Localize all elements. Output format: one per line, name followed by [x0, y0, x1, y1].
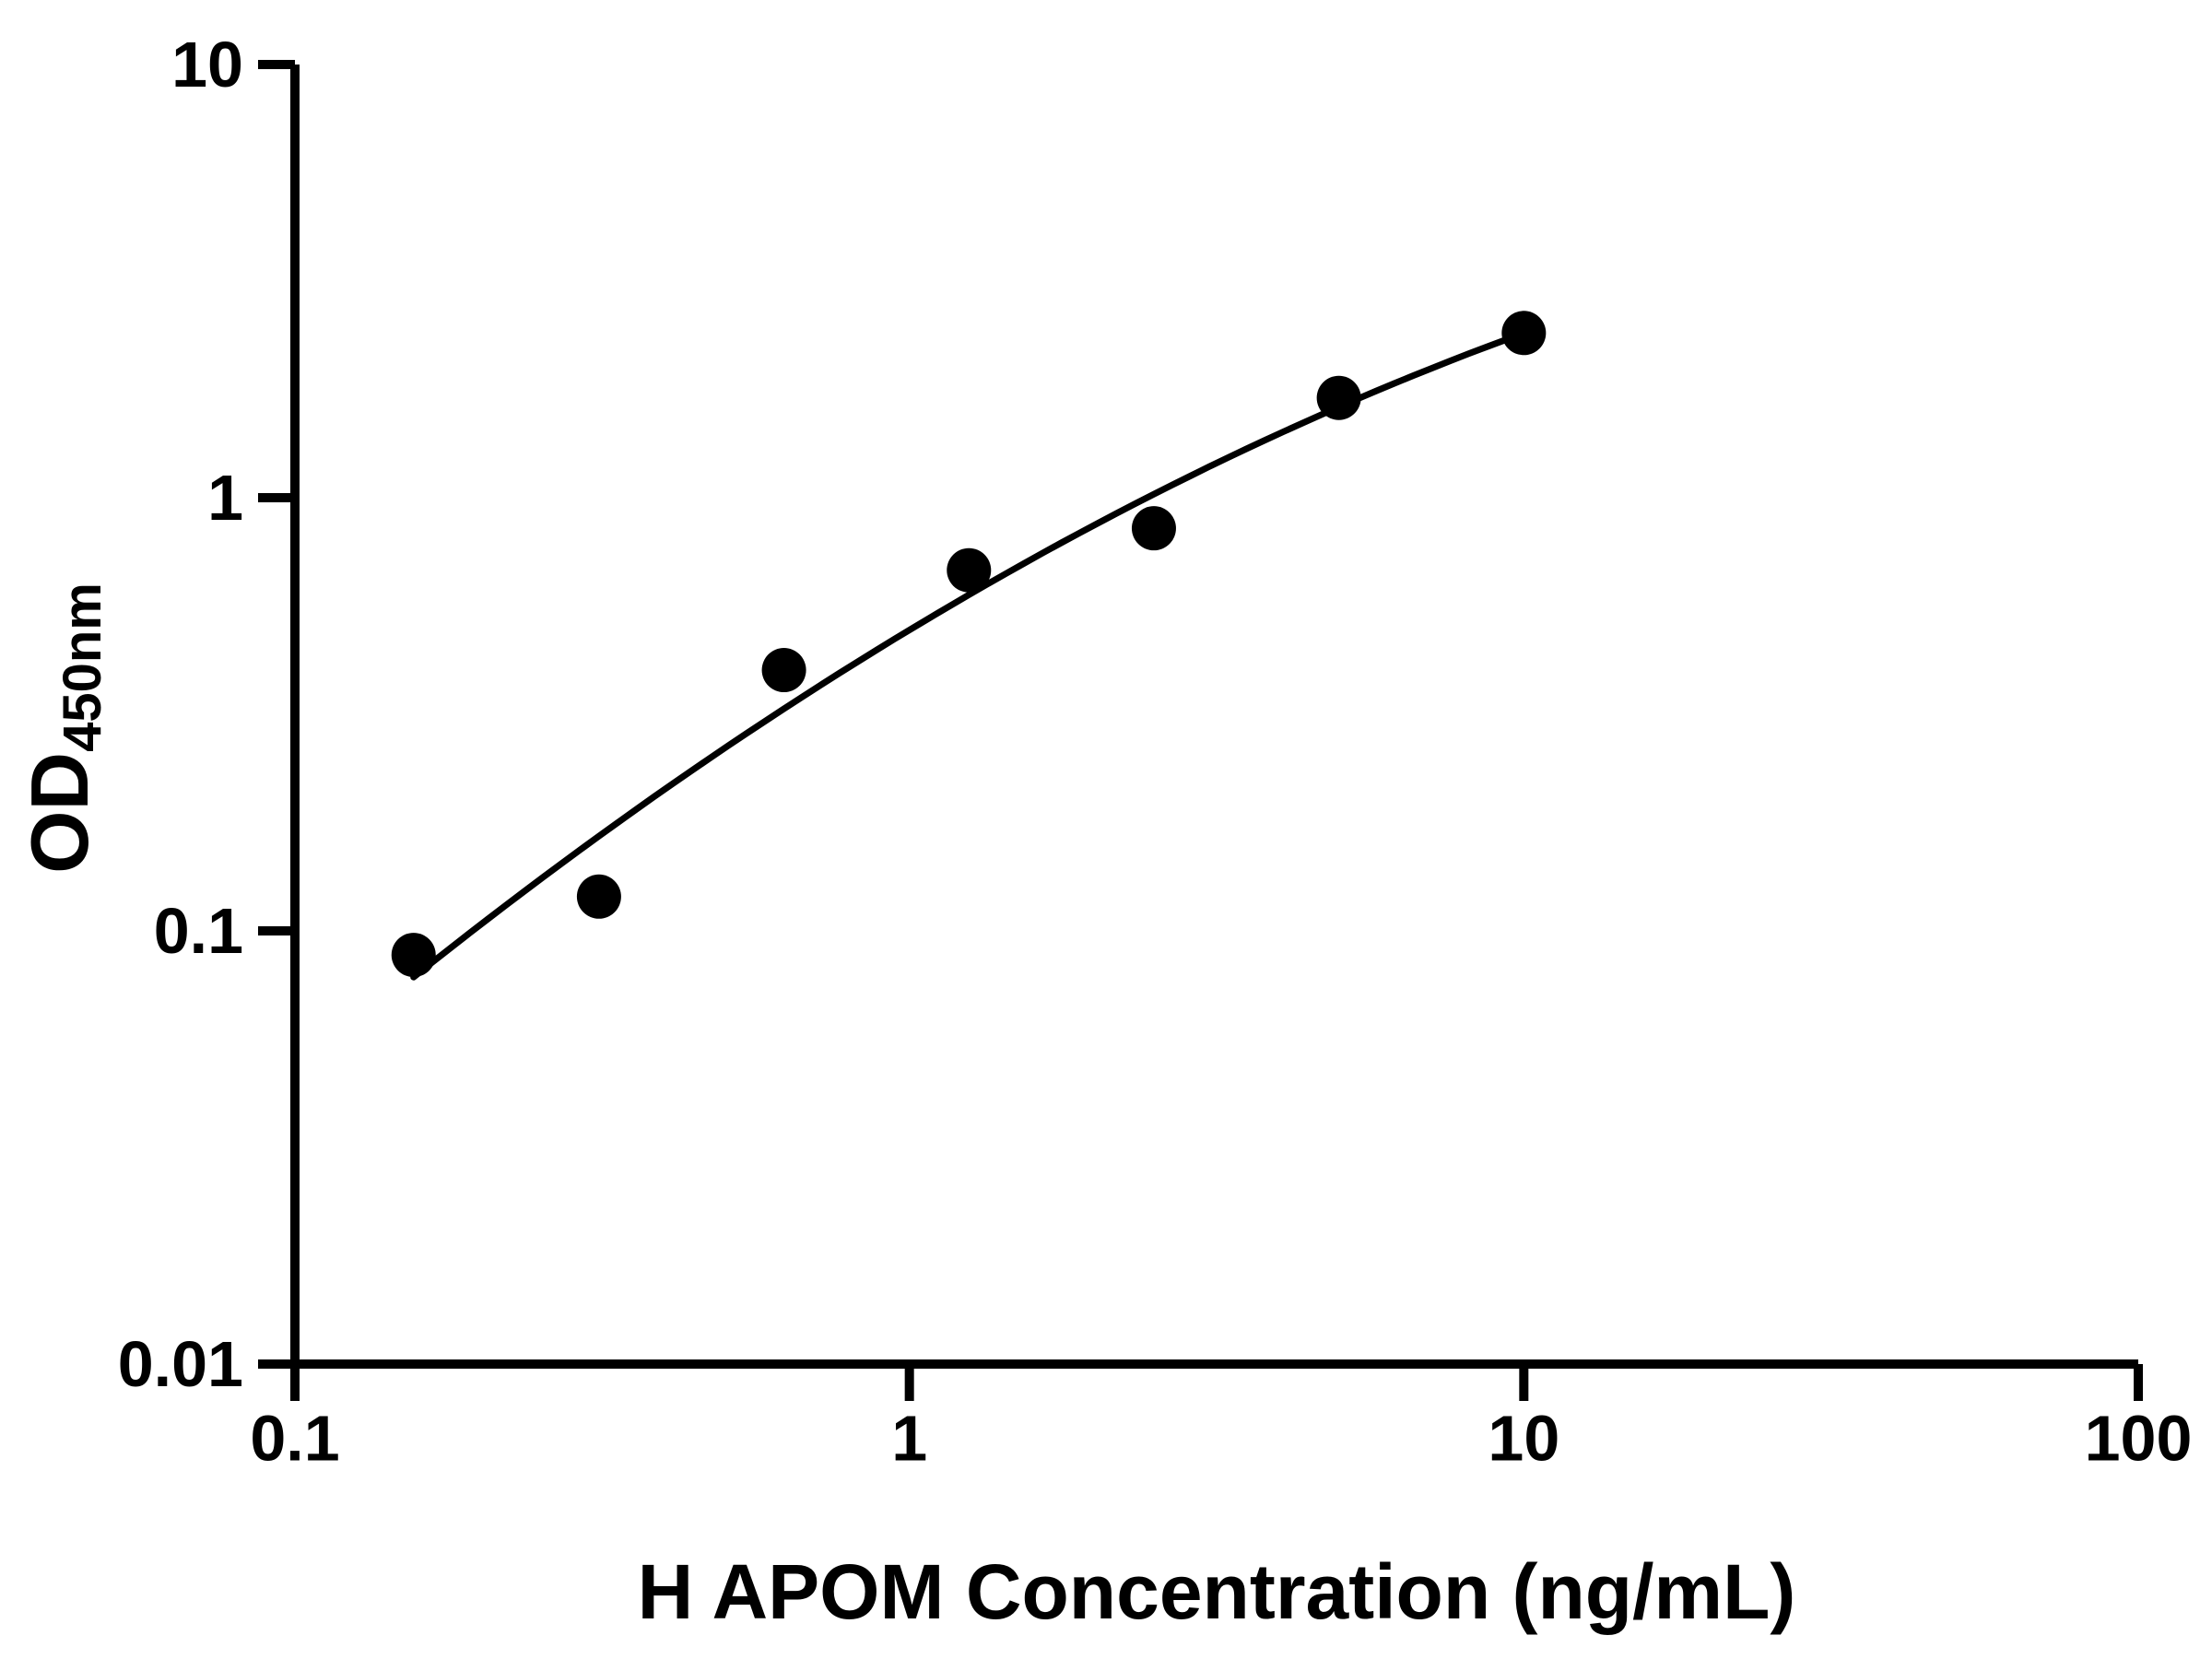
x-tick-label: 10	[1488, 1402, 1559, 1474]
fit-curve	[410, 329, 1527, 981]
y-tick-label: 10	[171, 29, 243, 100]
data-point	[391, 933, 436, 978]
x-tick-label: 0.1	[250, 1402, 339, 1474]
y-axis-title: OD450nm	[14, 582, 112, 874]
axes-spines	[290, 65, 2138, 1369]
y-axis-title-sub: 450nm	[53, 582, 112, 752]
y-tick-label: 0.1	[154, 895, 243, 967]
data-point	[1501, 311, 1547, 356]
data-point	[947, 547, 992, 593]
y-axis-title-main: OD	[14, 752, 105, 874]
data-point	[576, 874, 621, 919]
x-axis-title: H APOM Concentration (ng/mL)	[638, 1548, 1796, 1635]
x-tick-label: 100	[2085, 1402, 2193, 1474]
data-point	[1131, 506, 1176, 551]
data-point	[761, 648, 806, 693]
x-tick-label: 1	[891, 1402, 927, 1474]
data-point	[1316, 375, 1361, 420]
y-tick-label: 0.01	[118, 1328, 243, 1400]
y-tick-label: 1	[207, 462, 243, 534]
